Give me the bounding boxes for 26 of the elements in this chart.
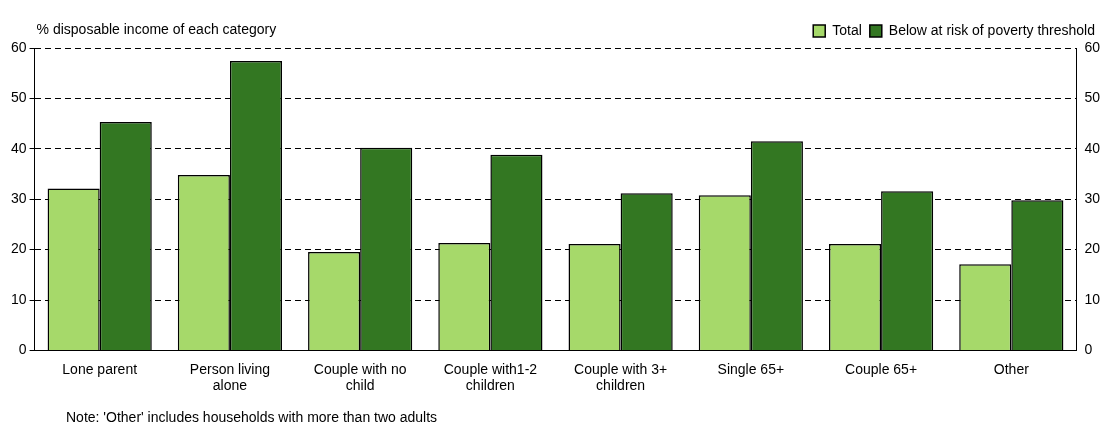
legend-label: Below at risk of poverty threshold xyxy=(888,21,1096,38)
y2-tick-label: 60 xyxy=(1084,38,1101,55)
y2-tick-label: 50 xyxy=(1084,89,1101,106)
y2-tick-label: 20 xyxy=(1084,240,1101,257)
x-tick-label: Other xyxy=(993,360,1030,377)
x-tick-label: Couple with1-2 children xyxy=(443,360,538,394)
y-tick-label: 20 xyxy=(10,240,27,257)
y-tick-label: 30 xyxy=(10,190,27,207)
y-tick-label: 40 xyxy=(10,139,27,156)
x-tick-label: Single 65+ xyxy=(717,360,785,377)
x-tick-label: Couple 65+ xyxy=(845,360,918,377)
y2-tick-label: 30 xyxy=(1084,190,1101,207)
x-tick-label: Couple with 3+ children xyxy=(574,360,668,394)
legend-label: Total xyxy=(832,21,862,38)
y-tick-label: 50 xyxy=(10,89,27,106)
y-tick-label: 0 xyxy=(18,341,27,358)
y2-tick-label: 40 xyxy=(1084,139,1101,156)
text: Note: 'Other' includes households with more than two adults xyxy=(66,409,438,425)
y2-tick-label: 10 xyxy=(1084,290,1101,307)
y-tick-label: 60 xyxy=(10,38,27,55)
y2-tick-label: 0 xyxy=(1084,341,1093,358)
x-tick-label: Lone parent xyxy=(62,360,138,377)
x-tick-label: Couple with no child xyxy=(313,360,407,394)
y-tick-label: 10 xyxy=(10,290,27,307)
y-axis-title: % disposable income of each category xyxy=(36,21,277,37)
x-tick-label: Person living alone xyxy=(189,360,270,394)
